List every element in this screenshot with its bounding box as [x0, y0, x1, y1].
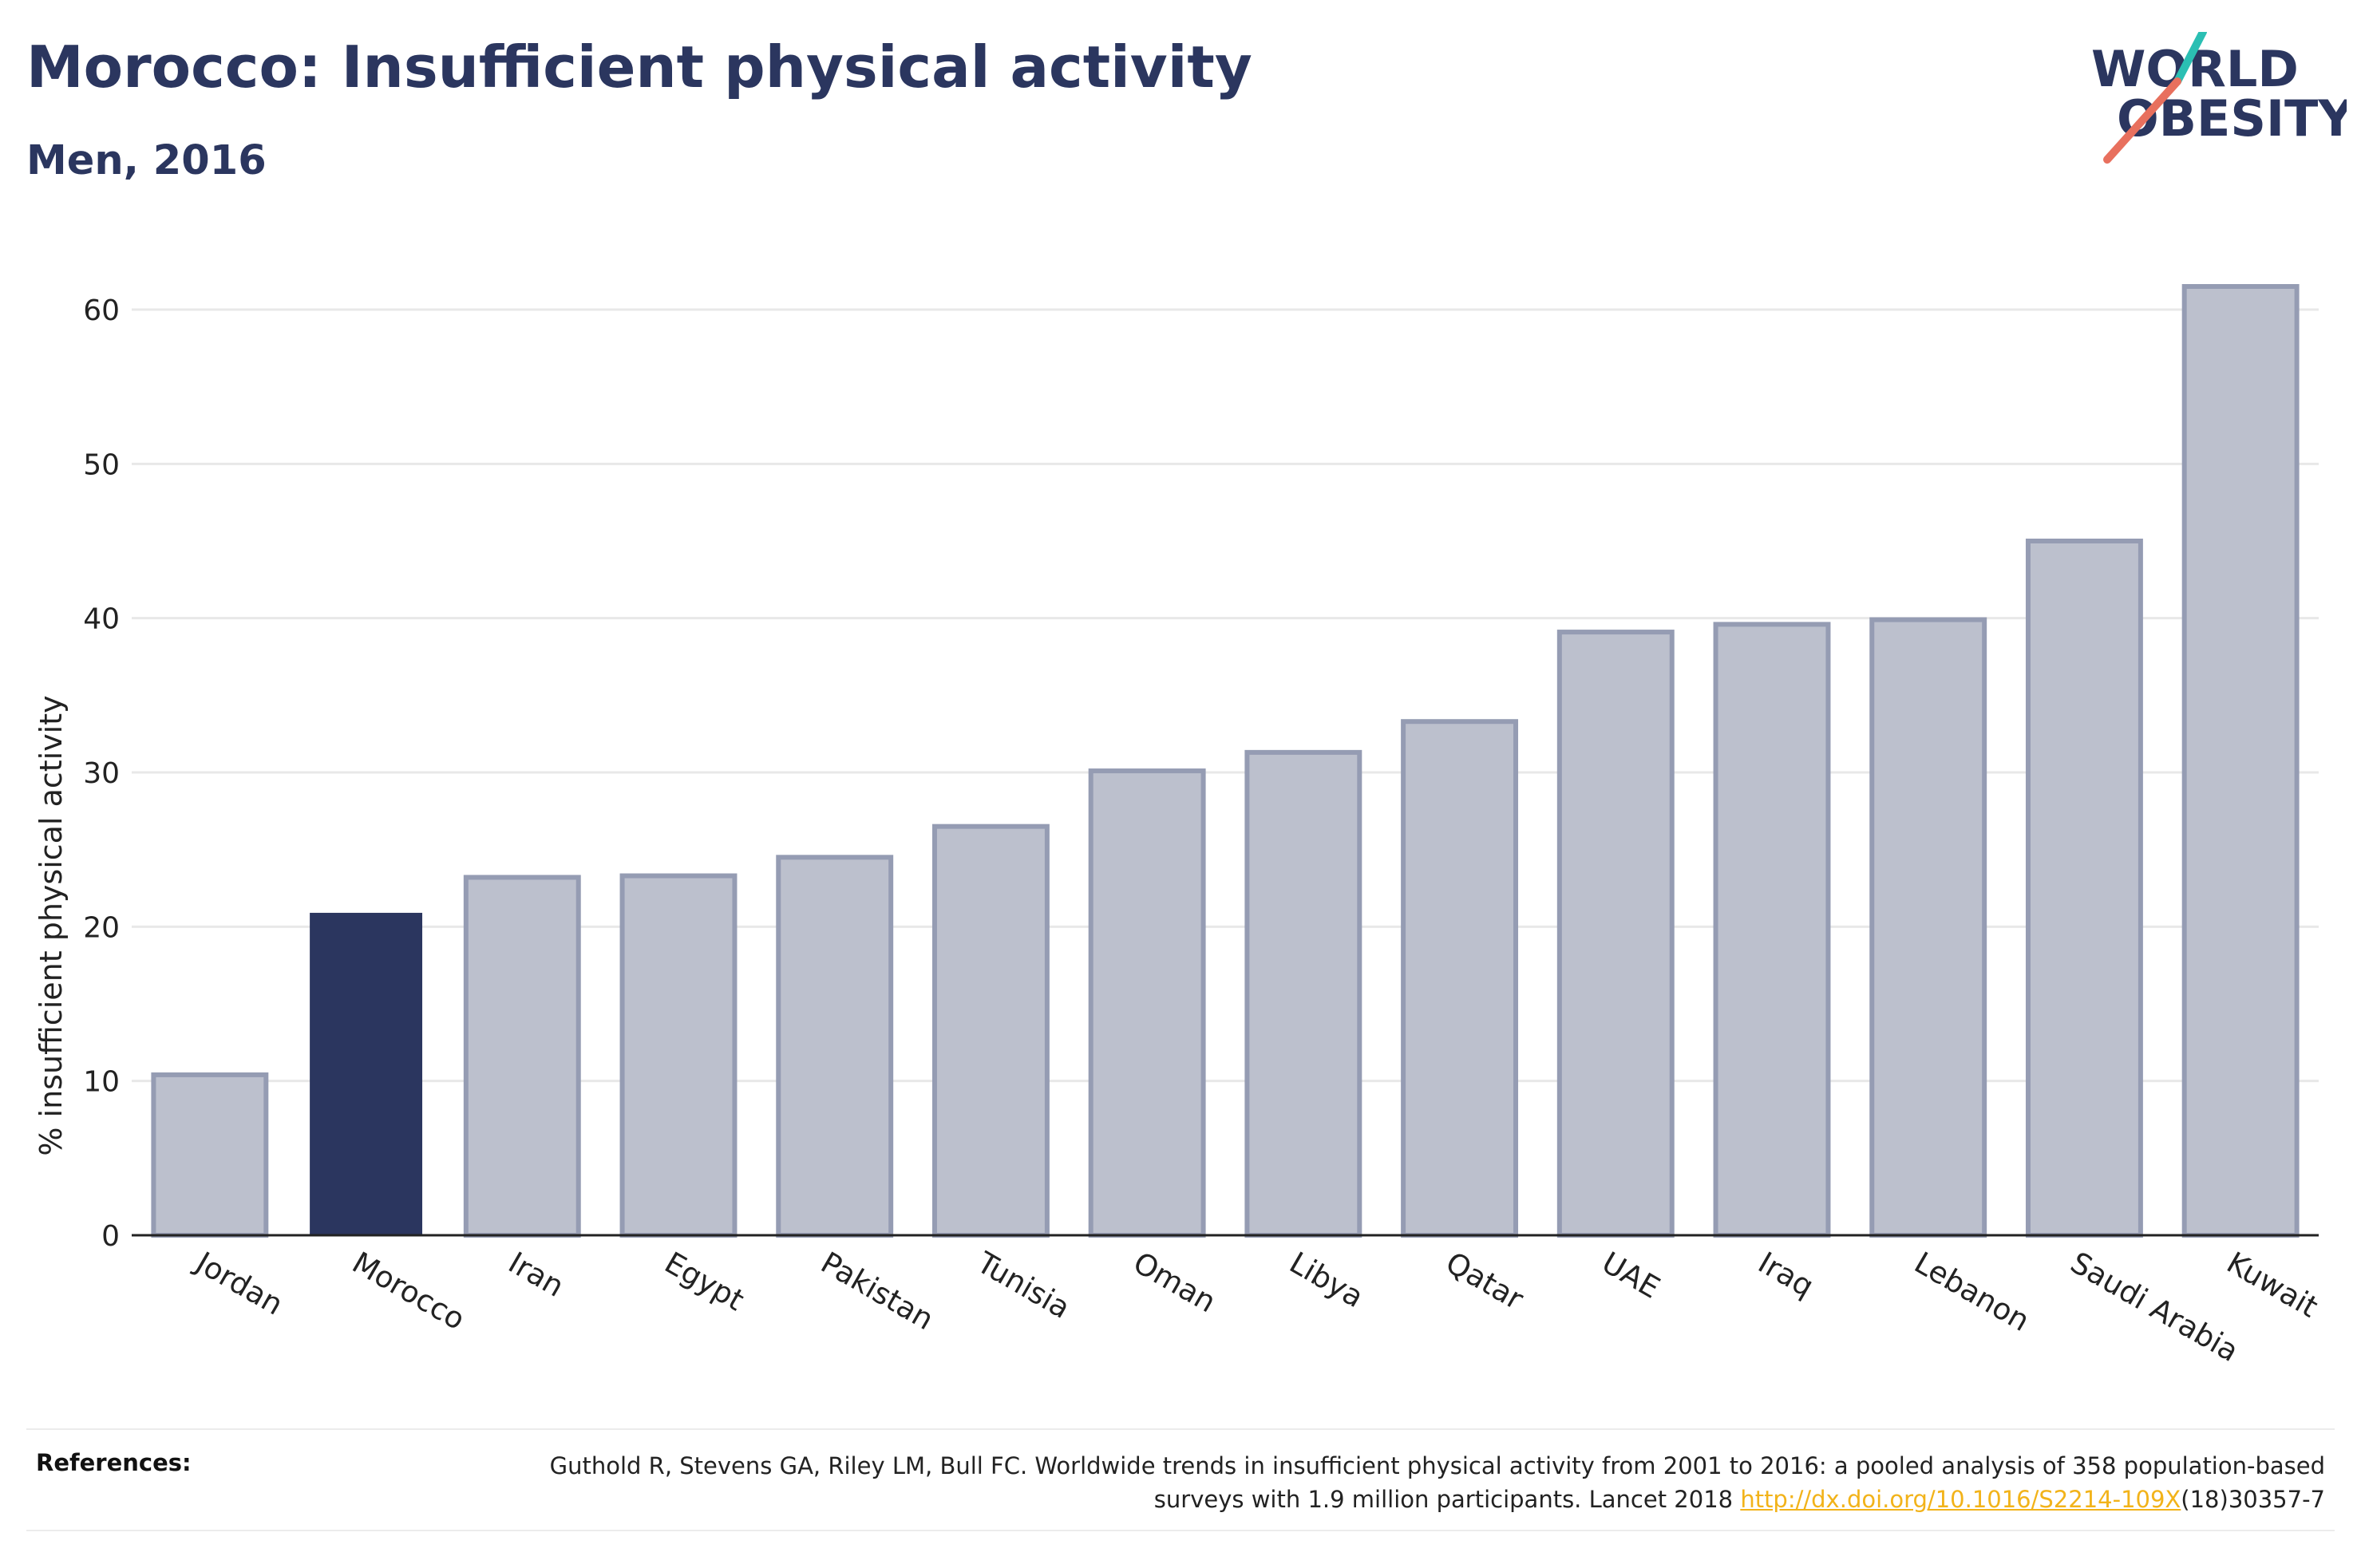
logo-slash-coral: [2103, 77, 2181, 164]
bar-libya[interactable]: [1244, 749, 1362, 1238]
x-tick-label: UAE: [1596, 1246, 1666, 1305]
x-tick-label: Iran: [503, 1246, 570, 1304]
references-text: Guthold R, Stevens GA, Riley LM, Bull FC…: [489, 1449, 2325, 1516]
x-tick-label: Tunisia: [971, 1245, 1076, 1325]
y-tick-label: 0: [101, 1220, 120, 1253]
world-obesity-logo: WORLD OBESITY: [2091, 32, 2347, 164]
x-tick-label: Qatar: [1440, 1246, 1529, 1317]
chart-title: Morocco: Insufficient physical activity: [26, 34, 1252, 101]
reference-citation: Guthold R, Stevens GA, Riley LM, Bull FC…: [549, 1452, 2325, 1513]
x-tick-label: Morocco: [346, 1246, 471, 1337]
y-tick-label: 20: [83, 911, 120, 944]
y-tick-label: 60: [83, 294, 120, 327]
x-tick-label: Oman: [1128, 1246, 1222, 1320]
bar-lebanon[interactable]: [1869, 617, 1987, 1238]
logo-slash-teal: [2173, 32, 2207, 85]
bar-oman[interactable]: [1088, 768, 1206, 1238]
reference-doi-link[interactable]: http://dx.doi.org/10.1016/S2214-109X: [1740, 1486, 2181, 1513]
references-label: References:: [36, 1449, 192, 1476]
references-panel: References: Guthold R, Stevens GA, Riley…: [26, 1428, 2335, 1531]
bar-egypt[interactable]: [619, 873, 738, 1238]
bar-uae[interactable]: [1556, 630, 1675, 1238]
gridlines: [132, 308, 2319, 1083]
x-tick-label: Saudi Arabia: [2065, 1246, 2244, 1369]
x-tick-label: Iraq: [1753, 1246, 1820, 1304]
bar-iraq[interactable]: [1713, 622, 1831, 1238]
logo-text-obesity: OBESITY: [2117, 89, 2347, 148]
bars: [151, 284, 2300, 1238]
bar-qatar[interactable]: [1401, 719, 1519, 1238]
bar-chart: 0 10 20 30 40 50 60 Jordan Morocco Iran Egypt Pakis…: [34, 284, 2324, 1369]
x-tick-label: Lebanon: [1908, 1246, 2035, 1338]
bar-morocco[interactable]: [310, 912, 423, 1235]
y-axis-label: % insufficient physical activity: [34, 695, 69, 1155]
x-tick-label: Kuwait: [2221, 1246, 2324, 1325]
bar-iran[interactable]: [463, 875, 581, 1238]
x-tick-label: Jordan: [189, 1245, 289, 1322]
y-tick-label: 40: [83, 603, 120, 636]
x-tick-label: Libya: [1283, 1246, 1369, 1315]
x-tick-label: Egypt: [659, 1246, 750, 1318]
x-tick-label: Pakistan: [815, 1246, 939, 1337]
bar-kuwait[interactable]: [2181, 284, 2300, 1238]
bar-jordan[interactable]: [151, 1072, 269, 1238]
chart-subtitle: Men, 2016: [26, 137, 267, 184]
y-tick-label: 50: [83, 448, 120, 481]
y-tick-label: 10: [83, 1066, 120, 1099]
reference-citation-suffix: (18)30357-7: [2181, 1486, 2325, 1513]
y-tick-label: 30: [83, 757, 120, 790]
bar-tunisia[interactable]: [931, 823, 1050, 1238]
bar-saudi-arabia[interactable]: [2025, 539, 2143, 1238]
bar-pakistan[interactable]: [776, 855, 894, 1238]
